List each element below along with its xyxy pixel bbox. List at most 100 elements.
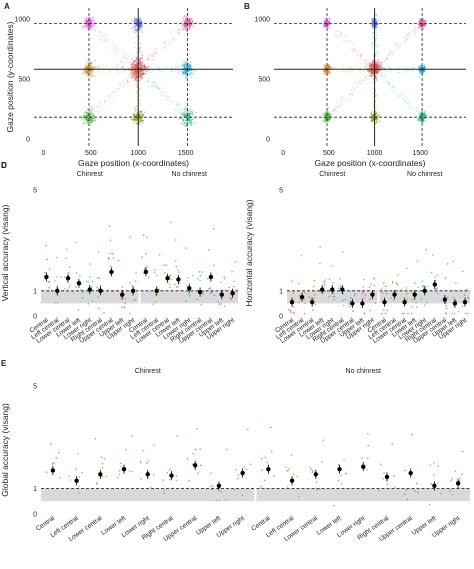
participant-point — [234, 261, 237, 263]
participant-point — [378, 489, 380, 492]
participant-point — [342, 299, 345, 302]
gaze-sample — [98, 66, 101, 68]
gaze-sample — [158, 67, 160, 69]
gaze-sample — [419, 115, 422, 117]
gaze-sample — [82, 71, 84, 74]
participant-point — [75, 272, 78, 274]
gaze-sample — [359, 67, 361, 69]
gaze-sample — [324, 65, 326, 68]
gaze-sample — [135, 57, 138, 60]
participant-point — [164, 272, 166, 274]
gaze-sample — [136, 83, 138, 86]
gaze-sample — [192, 25, 195, 28]
participant-point — [417, 286, 419, 289]
gaze-sample — [153, 59, 155, 61]
participant-point — [198, 271, 201, 273]
gaze-sample — [92, 25, 94, 27]
gaze-sample — [372, 108, 374, 110]
gaze-sample — [163, 40, 165, 43]
gaze-sample — [170, 67, 172, 69]
gaze-sample — [86, 123, 88, 125]
gaze-sample — [369, 65, 372, 68]
gaze-sample — [417, 115, 419, 117]
gaze-sample — [379, 64, 381, 66]
participant-point — [461, 305, 464, 308]
gaze-sample — [414, 31, 416, 33]
participant-point — [369, 309, 372, 312]
participant-point — [208, 249, 210, 251]
gaze-sample — [348, 71, 350, 73]
gaze-sample — [140, 76, 143, 79]
gaze-sample — [139, 72, 142, 74]
gaze-sample — [360, 83, 362, 85]
gaze-sample — [404, 40, 406, 43]
participant-point — [249, 463, 252, 466]
participant-point — [152, 303, 154, 306]
gaze-sample — [179, 104, 181, 106]
participant-point — [344, 298, 347, 301]
participant-point — [337, 463, 340, 466]
gaze-sample — [174, 101, 176, 103]
gaze-sample — [163, 41, 165, 43]
gaze-sample — [93, 108, 95, 110]
gaze-sample — [376, 97, 378, 100]
gaze-sample — [134, 61, 136, 63]
gaze-sample — [378, 71, 380, 73]
gaze-sample — [324, 17, 327, 20]
participant-point — [230, 297, 232, 300]
gaze-sample — [146, 59, 148, 61]
gaze-sample — [151, 56, 153, 58]
participant-point — [237, 473, 240, 476]
participant-point — [220, 281, 222, 284]
gaze-sample — [123, 55, 125, 57]
gaze-sample — [409, 69, 411, 71]
gaze-sample — [95, 27, 97, 29]
gaze-sample — [152, 53, 154, 55]
gaze-sample — [166, 98, 168, 100]
gaze-sample — [104, 40, 106, 42]
mean-point — [120, 292, 125, 297]
participant-point — [333, 295, 336, 298]
gaze-sample — [162, 71, 164, 73]
gaze-sample — [336, 71, 338, 73]
gaze-sample — [328, 18, 331, 21]
participant-point — [152, 474, 155, 476]
participant-point — [349, 300, 352, 303]
gaze-sample — [135, 118, 138, 120]
gaze-sample — [380, 65, 382, 68]
gaze-sample — [357, 64, 360, 66]
participant-point — [140, 460, 142, 463]
participant-point — [153, 444, 155, 446]
gaze-sample — [364, 80, 367, 82]
facet-title: Chinrest — [77, 171, 103, 178]
gaze-sample — [372, 32, 375, 34]
gaze-sample — [335, 30, 337, 33]
gaze-sample — [420, 118, 422, 120]
participant-point — [323, 284, 326, 287]
gaze-sample — [326, 21, 329, 24]
gaze-sample — [134, 114, 137, 117]
gaze-sample — [405, 96, 408, 98]
participant-point — [51, 463, 54, 465]
gaze-sample — [370, 66, 372, 68]
gaze-sample — [154, 52, 156, 54]
gaze-sample — [90, 28, 92, 31]
gaze-sample — [417, 110, 419, 112]
y-tick-label: 1 — [33, 288, 37, 295]
participant-point — [101, 475, 104, 478]
y-tick-label: 1000 — [14, 16, 30, 23]
participant-point — [166, 471, 169, 474]
gaze-sample — [337, 30, 339, 33]
gaze-sample — [139, 18, 141, 20]
gaze-sample — [152, 58, 154, 61]
gaze-sample — [181, 117, 183, 120]
gaze-sample — [186, 30, 188, 33]
gaze-sample — [423, 115, 426, 117]
gaze-sample — [140, 120, 142, 123]
gaze-sample — [413, 28, 415, 30]
mean-point — [130, 288, 136, 293]
gaze-sample — [139, 72, 142, 74]
participant-point — [187, 293, 190, 295]
mean-point — [432, 282, 438, 287]
participant-point — [194, 448, 197, 451]
